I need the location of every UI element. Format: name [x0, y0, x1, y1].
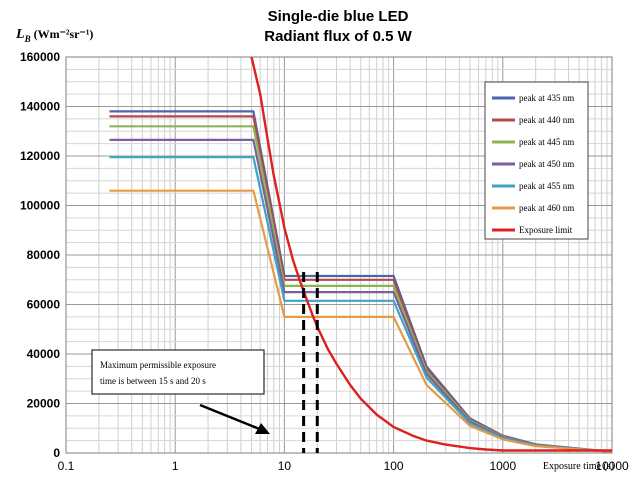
x-tick-label: 1000: [489, 459, 516, 473]
series-line-7: [250, 57, 612, 452]
legend-label-4: peak at 450 nm: [519, 159, 574, 169]
y-tick-label: 120000: [20, 149, 60, 163]
x-tick-label: 10000: [595, 459, 629, 473]
y-tick-label: 160000: [20, 50, 60, 64]
annotation-text-line2: time is between 15 s and 20 s: [100, 376, 206, 386]
legend-label-6: peak at 460 nm: [519, 203, 574, 213]
annotation: Maximum permissible exposure time is bet…: [91, 272, 319, 453]
x-tick-label: 100: [384, 459, 404, 473]
tick-labels: 0 20000 40000 60000 80000 100000 120000 140000 1…: [20, 50, 629, 473]
x-tick-label: 10: [278, 459, 292, 473]
plot-area: [65, 56, 613, 454]
x-tick-label: 0.1: [58, 459, 75, 473]
y-tick-label: 20000: [27, 397, 61, 411]
series-line-6: [109, 189, 612, 453]
legend-label-2: peak at 440 nm: [519, 115, 574, 125]
legend-box: [484, 81, 589, 240]
y-tick-label: 100000: [20, 199, 60, 213]
x-tick-label: 1: [172, 459, 179, 473]
y-axis-label-sub: B: [24, 34, 31, 44]
y-tick-label: 0: [53, 446, 60, 460]
y-tick-label: 40000: [27, 347, 61, 361]
annotation-box: [91, 349, 265, 395]
legend-label-3: peak at 445 nm: [519, 137, 574, 147]
series-group: [109, 57, 612, 453]
y-axis-label: LB (Wm⁻²sr⁻¹): [15, 27, 93, 44]
annotation-arrow-shaft: [199, 403, 263, 432]
chart-subtitle: Radiant flux of 0.5 W: [264, 28, 412, 45]
legend-label-7: Exposure limit: [519, 225, 573, 235]
y-tick-label: 140000: [20, 100, 60, 114]
x-axis-label: Exposure time (s): [543, 461, 614, 472]
legend-label-1: peak at 435 nm: [519, 93, 574, 103]
y-tick-label: 60000: [27, 298, 61, 312]
y-axis-label-main: L: [15, 27, 25, 42]
annotation-text-line1: Maximum permissible exposure: [100, 360, 216, 370]
legend-label-5: peak at 455 nm: [519, 181, 574, 191]
y-tick-label: 80000: [27, 248, 61, 262]
y-axis-label-unit: (Wm⁻²sr⁻¹): [34, 27, 94, 41]
annotation-arrowhead: [255, 423, 270, 434]
chart-title: Single-die blue LED: [268, 8, 409, 25]
legend: peak at 435 nm peak at 440 nm peak at 445 …: [484, 81, 589, 240]
